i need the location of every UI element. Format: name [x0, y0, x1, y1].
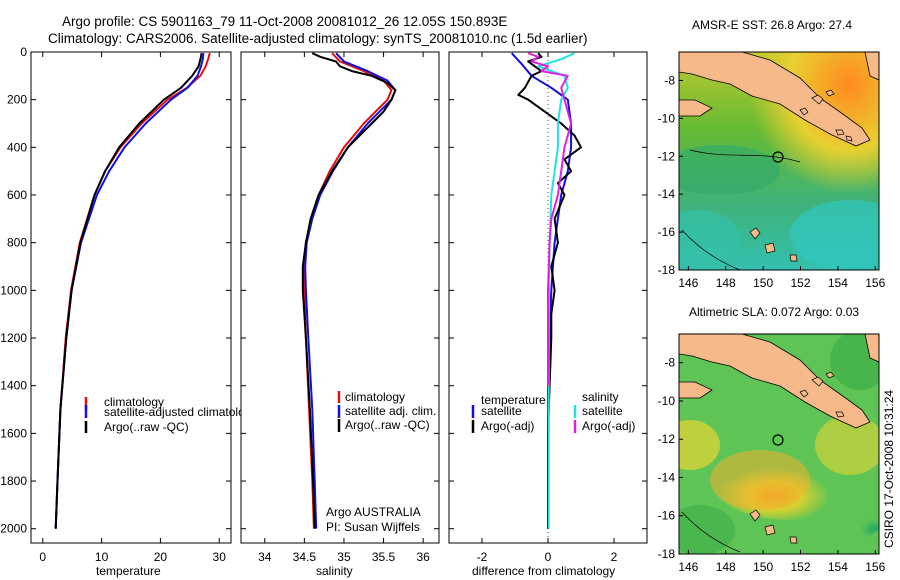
temperature-panel: 0 10 20 30 0 200 400 600 800 1000 1200 1400 1600 1800… — [0, 45, 257, 578]
legend-satellite-adjusted: satellite-adjusted climatology — [104, 405, 257, 419]
salinity-panel: 34 34.5 35 35.5 36 salinity climatology sate… — [240, 51, 440, 578]
y-tick-label: 2000 — [0, 522, 27, 536]
map-y-tick-label: -16 — [658, 225, 676, 239]
x-tick-label: 10 — [95, 550, 109, 564]
difference-xlabel: difference from climatology — [472, 564, 615, 578]
map-y-tick-label: -8 — [664, 73, 675, 87]
difference-ticks: -2 0 2 — [449, 51, 647, 564]
legend-satellite-sal: satellite adj. clim. — [345, 404, 436, 418]
map-x-tick-label: 150 — [753, 276, 773, 290]
map-y-tick-label: -18 — [658, 547, 676, 561]
sla-map-ticks: 146 148 150 152 154 156 -8 -10 -12 -14 -16 -18 — [658, 356, 886, 574]
map-y-tick-label: -14 — [658, 187, 676, 201]
map-y-tick-label: -12 — [658, 432, 676, 446]
map-x-tick-label: 154 — [828, 560, 848, 574]
difference-panel: -2 0 2 difference from climatology tempera… — [448, 51, 648, 578]
y-tick-label: 1200 — [0, 331, 27, 345]
legend-temp-argo: Argo(-adj) — [481, 419, 534, 433]
sla-map-frame — [678, 333, 880, 555]
difference-legend: temperature satellite Argo(-adj) salinit… — [471, 390, 635, 433]
y-tick-label: 200 — [7, 93, 27, 107]
series-line-argo-raw-qc- — [301, 52, 397, 529]
y-tick-label: 800 — [7, 236, 27, 250]
x-tick-label: 35.5 — [372, 550, 396, 564]
map-x-tick-label: 146 — [678, 276, 698, 290]
temperature-legend: climatology satellite-adjusted climatolo… — [84, 395, 257, 434]
legend-argo: Argo(..raw -QC) — [104, 420, 189, 434]
map-x-tick-label: 152 — [790, 560, 810, 574]
legend-temp-satellite: satellite — [481, 404, 522, 418]
y-tick-label: 1000 — [0, 283, 27, 297]
x-tick-label: 2 — [611, 550, 618, 564]
salinity-legend: climatology satellite adj. clim. Argo(..… — [337, 390, 436, 432]
legend-sal-argo: Argo(-adj) — [582, 419, 635, 433]
x-tick-label: 0 — [39, 550, 46, 564]
map-y-tick-label: -14 — [658, 470, 676, 484]
y-tick-label: 400 — [7, 140, 27, 154]
temperature-axes-box — [30, 51, 232, 544]
y-tick-label: 600 — [7, 188, 27, 202]
map-y-tick-label: -12 — [658, 149, 676, 163]
x-tick-label: 36 — [416, 550, 430, 564]
series-line-temperature-argo-adj- — [517, 52, 582, 529]
sla-map-title: Altimetric SLA: 0.072 Argo: 0.03 — [689, 305, 859, 319]
temperature-ticks: 0 10 20 30 0 200 400 600 800 1000 1200 1400 1600 1800… — [0, 45, 231, 564]
x-tick-label: 35 — [337, 550, 351, 564]
new-guinea-land-sla — [679, 334, 871, 429]
map-y-tick-label: -8 — [664, 356, 675, 370]
sst-map: AMSR-E SST: 26.8 Argo: 27.4 146 148 150 152… — [658, 18, 886, 290]
map-x-tick-label: 152 — [790, 276, 810, 290]
footer-timestamp: CSIRO 17-Oct-2008 10:31:24 — [882, 390, 896, 548]
legend-salinity-header: salinity — [582, 390, 619, 404]
y-tick-label: 1600 — [0, 426, 27, 440]
map-y-tick-label: -18 — [658, 263, 676, 277]
map-x-tick-label: 156 — [865, 276, 885, 290]
map-x-tick-label: 150 — [753, 560, 773, 574]
difference-lines — [510, 52, 582, 529]
salinity-axes-box — [240, 51, 440, 544]
legend-sal-satellite: satellite — [582, 404, 623, 418]
series-line-salinity-argo-adj- — [527, 52, 573, 386]
salinity-lines — [301, 52, 397, 529]
map-x-tick-label: 146 — [678, 560, 698, 574]
legend-argo-sal: Argo(..raw -QC) — [345, 418, 430, 432]
figure-title-line2: Climatology: CARS2006. Satellite-adjuste… — [48, 31, 588, 46]
argo-location-marker-sla — [772, 434, 784, 446]
map-x-tick-label: 154 — [828, 276, 848, 290]
map-x-tick-label: 156 — [865, 560, 885, 574]
y-tick-label: 1800 — [0, 474, 27, 488]
map-y-tick-label: -16 — [658, 509, 676, 523]
legend-temperature-header: temperature — [481, 393, 546, 407]
map-x-tick-label: 148 — [716, 560, 736, 574]
annotation-argo-australia: Argo AUSTRALIA — [326, 505, 421, 519]
salinity-xlabel: salinity — [316, 564, 353, 578]
annotation-pi: PI: Susan Wijffels — [326, 520, 420, 534]
sla-map: Altimetric SLA: 0.072 Argo: 0.03 146 148 1… — [658, 305, 886, 574]
x-tick-label: 34.5 — [293, 550, 317, 564]
figure-title-line1: Argo profile: CS 5901163_79 11-Oct-2008 … — [62, 14, 507, 29]
x-tick-label: -2 — [477, 550, 488, 564]
y-tick-label: 1400 — [0, 379, 27, 393]
x-tick-label: 30 — [213, 550, 227, 564]
legend-climatology: climatology — [104, 395, 164, 409]
argo-location-marker — [772, 151, 784, 163]
sst-map-ticks: 146 148 150 152 154 156 -8 -10 -12 -14 -16 -18 — [658, 73, 886, 290]
sst-map-frame — [678, 51, 880, 271]
y-tick-label: 0 — [20, 45, 27, 59]
temperature-lines — [54, 52, 211, 529]
x-tick-label: 0 — [545, 550, 552, 564]
salinity-ticks: 34 34.5 35 35.5 36 — [241, 51, 439, 564]
series-line-argo-raw-qc- — [54, 53, 203, 529]
x-tick-label: 20 — [154, 550, 168, 564]
map-y-tick-label: -10 — [658, 111, 676, 125]
map-x-tick-label: 148 — [716, 276, 736, 290]
new-guinea-land — [679, 52, 871, 147]
legend-climatology-sal: climatology — [345, 390, 405, 404]
temperature-xlabel: temperature — [96, 564, 161, 578]
x-tick-label: 34 — [258, 550, 272, 564]
map-y-tick-label: -10 — [658, 394, 676, 408]
sst-map-title: AMSR-E SST: 26.8 Argo: 27.4 — [692, 18, 852, 32]
